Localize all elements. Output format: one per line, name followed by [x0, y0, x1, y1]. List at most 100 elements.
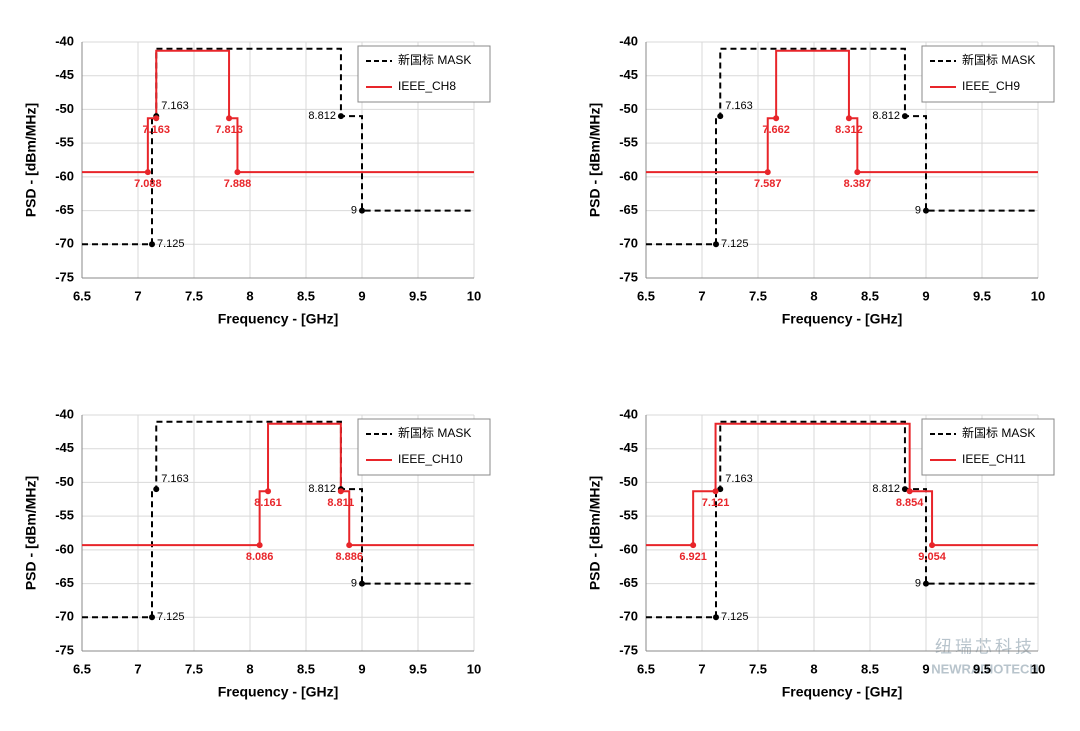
annotation-dot: [901, 113, 908, 120]
annotation-label: 9.054: [918, 551, 946, 563]
y-tick-label: -40: [619, 406, 638, 421]
x-tick-label: 7: [698, 288, 705, 303]
panel: -40 -45 -50 -55 -60 -65 -70 -75 6.5 7 7.5 8 8.5 9 9.5 1…: [23, 406, 491, 700]
y-tick-label: -60: [619, 168, 638, 183]
annotation-dot: [712, 488, 719, 495]
x-tick-label: 6.5: [73, 288, 91, 303]
y-tick-label: -75: [619, 269, 638, 284]
x-tick-label: 9: [358, 288, 365, 303]
y-tick-label: -50: [55, 474, 74, 489]
series-line: [646, 420, 1038, 619]
y-tick-label: -45: [55, 440, 74, 455]
legend-label: 新国标 MASK: [962, 52, 1035, 67]
y-tick-label: -75: [55, 642, 74, 657]
y-tick-label: -70: [55, 609, 74, 624]
annotation-dot: [901, 486, 908, 493]
annotation-dot: [845, 115, 852, 122]
annotation-label: 9: [351, 204, 357, 216]
legend-box: [357, 45, 491, 103]
x-tick-label: 8.5: [861, 661, 879, 676]
annotation-label: 7.163: [725, 100, 753, 112]
x-tick-label: 8: [246, 661, 253, 676]
legend-label: 新国标 MASK: [962, 425, 1035, 440]
x-axis-title: Frequency - [GHz]: [218, 684, 339, 700]
y-tick-label: -45: [619, 67, 638, 82]
annotation-dot: [764, 169, 771, 176]
annotation-label: 7.163: [725, 473, 753, 485]
series-line: [646, 47, 1038, 246]
x-tick-label: 7: [134, 661, 141, 676]
annotation-dot: [149, 614, 155, 621]
x-tick-label: 7: [698, 661, 705, 676]
panel: -40 -45 -50 -55 -60 -65 -70 -75 6.5 7 7.5 8 8.5 9 9.5 1…: [23, 33, 491, 327]
annotation-label: 7.813: [215, 124, 243, 136]
x-tick-label: 9: [358, 661, 365, 676]
y-tick-label: -65: [55, 575, 74, 590]
annotation-dot: [854, 169, 861, 176]
annotation-dot: [923, 580, 929, 587]
annotation-label: 8.812: [308, 483, 336, 495]
legend-label: IEEE_CH10: [398, 452, 463, 466]
series-line: [82, 420, 474, 619]
annotation-dot: [226, 115, 233, 122]
y-tick-label: -55: [619, 508, 638, 523]
series-line: [646, 49, 1038, 174]
x-axis-title: Frequency - [GHz]: [218, 311, 339, 327]
y-tick-label: -50: [619, 101, 638, 116]
annotation-label: 8.854: [896, 497, 924, 509]
x-tick-label: 8: [810, 288, 817, 303]
annotation-dot: [690, 542, 697, 549]
annotation-label: 8.312: [835, 124, 863, 136]
annotation-dot: [149, 241, 155, 248]
annotation-label: 6.921: [679, 551, 707, 563]
annotation-dot: [773, 115, 780, 122]
y-tick-label: -45: [619, 440, 638, 455]
annotation-dot: [717, 486, 724, 493]
x-tick-label: 6.5: [637, 288, 655, 303]
annotation-label: 7.125: [157, 611, 185, 623]
x-axis-title: Frequency - [GHz]: [782, 684, 903, 700]
annotation-label: 9: [915, 204, 921, 216]
annotation-label: 8.387: [844, 178, 872, 190]
annotation-dot: [906, 488, 913, 495]
annotation-dot: [153, 486, 160, 493]
annotation-dot: [359, 580, 365, 587]
x-tick-label: 10: [1031, 661, 1045, 676]
x-tick-label: 9.5: [409, 288, 427, 303]
x-tick-label: 6.5: [637, 661, 655, 676]
x-tick-label: 10: [467, 288, 481, 303]
x-tick-label: 8.5: [297, 288, 315, 303]
annotation-label: 8.811: [327, 497, 354, 509]
annotation-label: 8.812: [872, 110, 900, 122]
y-axis-title: PSD - [dBm/MHz]: [23, 103, 39, 217]
legend-label: IEEE_CH11: [962, 452, 1026, 466]
annotation-label: 7.163: [142, 124, 170, 136]
series-line: [646, 422, 1038, 547]
annotation-label: 9: [351, 577, 357, 589]
x-tick-label: 7.5: [185, 288, 203, 303]
y-tick-label: -70: [619, 236, 638, 251]
annotation-dot: [337, 488, 344, 495]
annotation-label: 7.163: [161, 473, 189, 485]
y-tick-label: -65: [619, 575, 638, 590]
legend-label: IEEE_CH9: [962, 79, 1020, 93]
annotation-label: 8.812: [308, 110, 336, 122]
series-line: [82, 49, 474, 174]
y-tick-label: -70: [55, 236, 74, 251]
panel: -40 -45 -50 -55 -60 -65 -70 -75 6.5 7 7.5 8 8.5 9 9.5 1…: [587, 33, 1055, 327]
x-tick-label: 7.5: [749, 288, 767, 303]
x-tick-label: 6.5: [73, 661, 91, 676]
y-tick-label: -60: [55, 541, 74, 556]
y-tick-label: -40: [619, 33, 638, 48]
y-tick-label: -70: [619, 609, 638, 624]
annotation-label: 8.812: [872, 483, 900, 495]
legend-label: IEEE_CH8: [398, 79, 456, 93]
annotation-label: 7.587: [754, 178, 782, 190]
annotation-dot: [923, 207, 929, 214]
y-axis-title: PSD - [dBm/MHz]: [23, 476, 39, 590]
y-tick-label: -65: [55, 202, 74, 217]
y-tick-label: -75: [619, 642, 638, 657]
legend-label: 新国标 MASK: [398, 52, 471, 67]
y-tick-label: -50: [55, 101, 74, 116]
